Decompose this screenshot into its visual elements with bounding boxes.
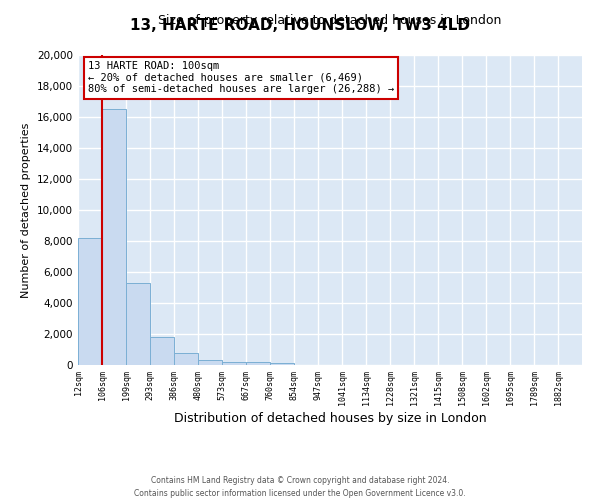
Y-axis label: Number of detached properties: Number of detached properties [22,122,31,298]
Text: Contains HM Land Registry data © Crown copyright and database right 2024.
Contai: Contains HM Land Registry data © Crown c… [134,476,466,498]
Bar [150,337,174,365]
Bar [222,362,246,365]
Bar [126,283,150,365]
X-axis label: Distribution of detached houses by size in London: Distribution of detached houses by size … [173,412,487,425]
Bar [174,352,198,365]
Bar [78,238,102,365]
Text: 13, HARTE ROAD, HOUNSLOW, TW3 4LD: 13, HARTE ROAD, HOUNSLOW, TW3 4LD [130,18,470,32]
Bar [246,362,270,365]
Bar [102,110,126,365]
Title: Size of property relative to detached houses in London: Size of property relative to detached ho… [158,14,502,28]
Bar [198,360,222,365]
Text: 13 HARTE ROAD: 100sqm
← 20% of detached houses are smaller (6,469)
80% of semi-d: 13 HARTE ROAD: 100sqm ← 20% of detached … [88,61,394,94]
Bar [270,363,294,365]
